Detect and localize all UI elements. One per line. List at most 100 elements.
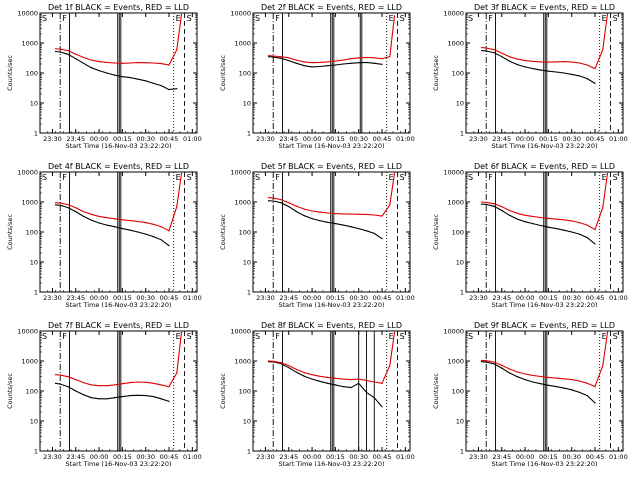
series-red-point xyxy=(75,207,77,209)
series-black-point xyxy=(295,62,298,64)
series-red-point xyxy=(571,378,573,381)
series-black-point xyxy=(59,383,61,385)
corner-label: E xyxy=(389,14,394,23)
series-black-point xyxy=(288,59,290,62)
y-tick-label: 1000 xyxy=(234,40,251,48)
series-red-point xyxy=(67,49,69,52)
series-black-point xyxy=(532,381,534,383)
y-tick-label: 100 xyxy=(239,229,251,237)
series-red-point xyxy=(54,374,57,376)
series-red-point xyxy=(389,56,391,58)
x-tick-label: 01:00 xyxy=(609,135,628,143)
series-black-point xyxy=(327,382,329,384)
series-black-point xyxy=(485,361,487,363)
corner-label: S xyxy=(468,14,473,23)
x-tick-label: 00:15 xyxy=(326,453,345,461)
y-tick-label: 10000 xyxy=(230,169,251,177)
series-black-point xyxy=(145,80,147,82)
chart-panel: Det 4f BLACK = Events, RED = LLD Counts/s… xyxy=(6,162,202,309)
x-tick-label: 23:30 xyxy=(469,453,488,461)
series-black-point xyxy=(334,384,336,386)
series-red-point xyxy=(480,47,483,49)
series-red-point xyxy=(334,60,336,62)
corner-label: E xyxy=(389,332,394,341)
x-tick-label: 23:30 xyxy=(469,294,488,302)
series-red-point xyxy=(319,61,321,64)
series-black-point xyxy=(516,376,518,378)
series-red-point xyxy=(393,331,396,333)
series-black-point xyxy=(480,361,483,363)
corner-label: F xyxy=(62,14,67,23)
series-red-point xyxy=(327,212,329,214)
series-red-point xyxy=(365,213,368,216)
x-tick-label: 00:00 xyxy=(303,294,322,302)
series-red-point xyxy=(137,381,139,383)
series-black-point xyxy=(82,215,85,218)
x-tick-label: 00:30 xyxy=(562,294,581,302)
series-red-point xyxy=(114,218,116,220)
x-axis-label: Start Time (16-Nov-03 23:22:20) xyxy=(66,460,172,468)
corner-label: S xyxy=(187,14,192,23)
y-tick-label: 1 xyxy=(34,448,38,456)
x-axis-label: Start Time (16-Nov-03 23:22:20) xyxy=(279,301,385,309)
corner-label: E xyxy=(602,332,607,341)
series-red-point xyxy=(389,204,391,206)
chart-title: Det 7f BLACK = Events, RED = LLD xyxy=(48,321,189,330)
series-red-point xyxy=(334,377,336,379)
series-black-point xyxy=(563,72,565,74)
y-tick-label: 100 xyxy=(452,70,464,78)
y-tick-label: 1000 xyxy=(447,199,464,207)
series-black-point xyxy=(114,226,116,228)
series-red-point xyxy=(342,213,344,215)
series-black-point xyxy=(303,65,305,67)
series-red-point xyxy=(272,360,274,362)
series-black-point xyxy=(90,397,92,399)
y-tick-label: 1000 xyxy=(234,358,251,366)
series-black-point xyxy=(578,391,581,393)
series-black-point xyxy=(594,243,596,245)
series-red-point xyxy=(272,197,274,199)
y-tick-label: 10000 xyxy=(443,169,464,177)
corner-label: E xyxy=(176,332,181,341)
series-black-point xyxy=(501,209,503,212)
series-black-point xyxy=(67,207,69,209)
series-red-point xyxy=(160,384,162,386)
series-red-point xyxy=(303,61,305,63)
x-tick-label: 00:15 xyxy=(539,294,558,302)
series-black-point xyxy=(327,65,329,67)
series-red-point xyxy=(540,375,542,378)
x-tick-label: 00:00 xyxy=(516,135,535,143)
y-tick-label: 100 xyxy=(239,388,251,396)
x-tick-label: 23:30 xyxy=(43,453,62,461)
series-red-point xyxy=(129,219,131,222)
series-black-point xyxy=(547,384,549,386)
series-red-point xyxy=(176,206,178,208)
series-black-point xyxy=(594,82,596,85)
series-red-point xyxy=(586,224,588,226)
series-black-point xyxy=(90,67,92,69)
y-tick-label: 10 xyxy=(30,418,38,426)
series-black-point xyxy=(508,60,511,62)
series-red-point xyxy=(381,382,383,384)
chart-title: Det 9f BLACK = Events, RED = LLD xyxy=(474,321,615,330)
series-red-point xyxy=(563,219,565,221)
series-red-point xyxy=(563,60,565,63)
series-black-point xyxy=(82,62,85,64)
series-red-point xyxy=(508,56,511,58)
x-axis-label: Start Time (16-Nov-03 23:22:20) xyxy=(492,301,598,309)
series-black-point xyxy=(303,215,305,217)
y-axis-label: Counts/sec xyxy=(219,214,227,250)
series-red-point xyxy=(540,216,542,219)
x-tick-label: 00:15 xyxy=(539,135,558,143)
y-tick-label: 1000 xyxy=(234,199,251,207)
series-red-point xyxy=(493,49,495,51)
chart-panel: Det 9f BLACK = Events, RED = LLD Counts/s… xyxy=(432,321,628,468)
series-black-point xyxy=(342,386,344,388)
series-red-point xyxy=(152,62,155,64)
series-red-point xyxy=(67,203,69,206)
series-black-point xyxy=(555,386,557,388)
series-black-point xyxy=(267,56,270,58)
series-red-point xyxy=(493,361,495,363)
y-tick-label: 1 xyxy=(247,289,251,297)
